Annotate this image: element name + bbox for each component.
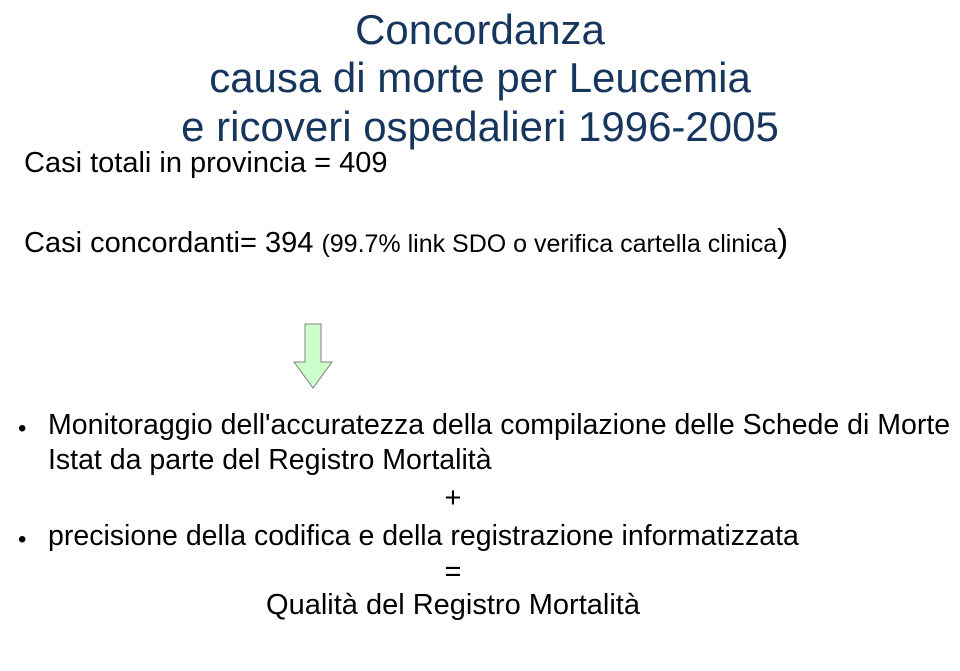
final-line: Qualità del Registro Mortalità [18,589,958,622]
title-line-3: e ricoveri ospedalieri 1996-2005 [0,103,960,151]
concord-prefix: Casi concordanti= 394 [24,227,321,259]
down-arrow-icon [292,322,334,395]
title-block: Concordanza causa di morte per Leucemia … [0,0,960,151]
bullet-list: • Monitoraggio dell'accuratezza della co… [18,408,958,622]
concord-pct: (99.7% link SDO o verifica cartella clin… [321,230,777,258]
cases-total-line: Casi totali in provincia = 409 [0,147,960,180]
equals-line: = [18,556,958,589]
cases-concord-line: Casi concordanti= 394 (99.7% link SDO o … [0,222,960,260]
bullet-item-2: • precisione della codifica e della regi… [18,519,958,554]
bullet-text-2: precisione della codifica e della regist… [48,519,958,554]
bullet-dot-icon: • [18,519,48,554]
slide: Concordanza causa di morte per Leucemia … [0,0,960,671]
concord-close: ) [777,222,788,259]
bullet-text-1: Monitoraggio dell'accuratezza della comp… [48,408,958,478]
title-line-1: Concordanza [0,6,960,54]
plus-line: + [18,482,958,515]
bullet-dot-icon: • [18,408,48,443]
title-line-2: causa di morte per Leucemia [0,54,960,102]
bullet-item-1: • Monitoraggio dell'accuratezza della co… [18,408,958,478]
